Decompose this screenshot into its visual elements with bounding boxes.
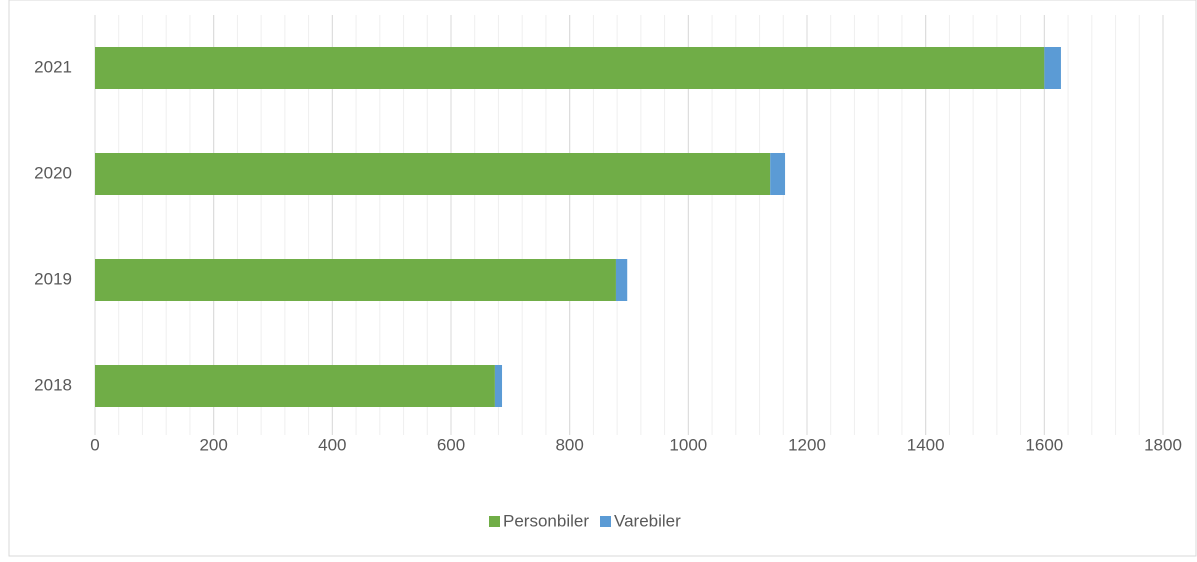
y-tick-label: 2021 <box>34 57 72 76</box>
x-tick-label: 1600 <box>1025 435 1063 454</box>
legend-swatch <box>489 516 500 527</box>
legend-label: Varebiler <box>614 511 681 530</box>
x-tick-label: 200 <box>199 435 227 454</box>
bar-segment <box>95 365 495 407</box>
x-tick-label: 1800 <box>1144 435 1182 454</box>
x-tick-label: 400 <box>318 435 346 454</box>
bar-segment <box>770 153 786 195</box>
x-tick-label: 1200 <box>788 435 826 454</box>
x-tick-label: 1400 <box>907 435 945 454</box>
bar-segment <box>615 259 628 301</box>
y-tick-label: 2018 <box>34 375 72 394</box>
x-tick-label: 0 <box>90 435 99 454</box>
x-tick-label: 600 <box>437 435 465 454</box>
x-tick-label: 1000 <box>669 435 707 454</box>
bar-segment <box>95 47 1045 89</box>
bar-segment <box>1044 47 1061 89</box>
y-tick-label: 2020 <box>34 163 72 182</box>
x-tick-label: 800 <box>555 435 583 454</box>
legend-swatch <box>600 516 611 527</box>
chart-border <box>8 0 1197 557</box>
bar-segment <box>95 259 616 301</box>
y-tick-label: 2019 <box>34 269 72 288</box>
legend-label: Personbiler <box>503 511 589 530</box>
bar-segment <box>95 153 771 195</box>
bar-segment <box>494 365 503 407</box>
